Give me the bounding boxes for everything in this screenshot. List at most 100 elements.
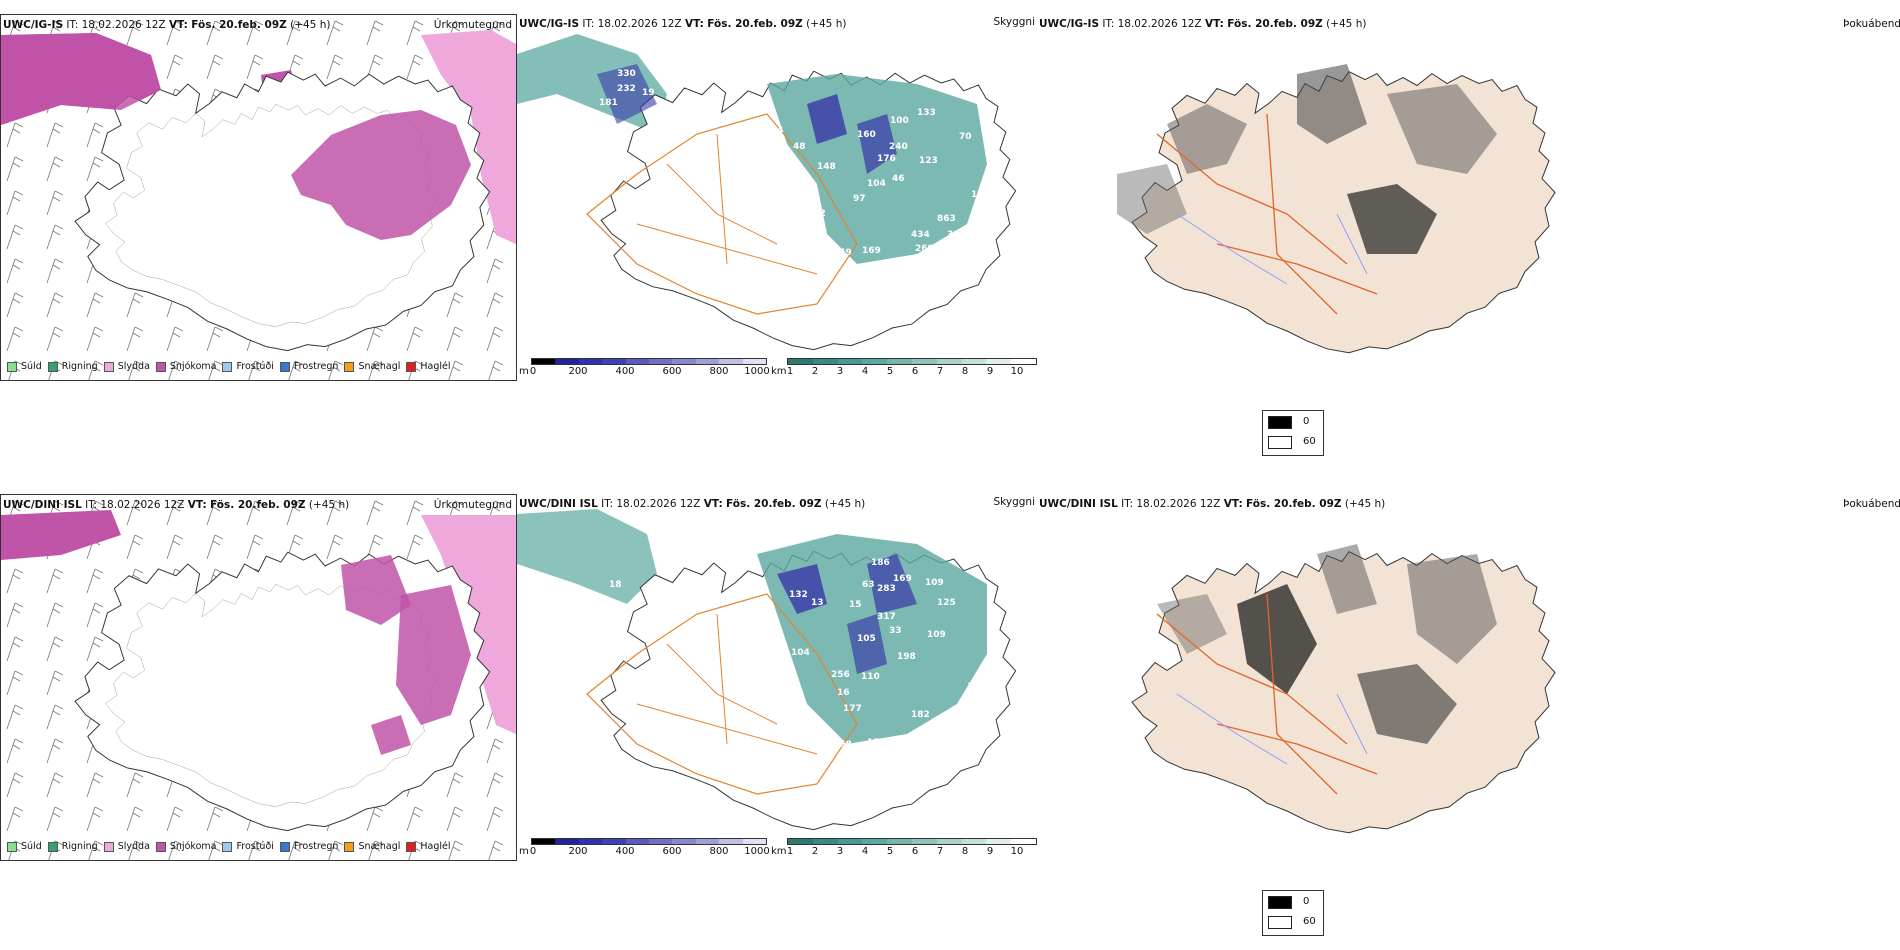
legend-item: Rigning [47,361,98,372]
it-value: 18.02.2026 12Z [597,18,682,30]
it-label: IT: [85,499,98,511]
cloud-base-label: 224 [937,724,956,734]
legend-item: Rigning [47,841,98,852]
visibility-tick: 1 [786,846,794,857]
cloud-base-label: 63 [862,580,875,590]
fog-panel-ig: UWC/IG-IS IT: 18.02.2026 12Z VT: Fös. 20… [1037,14,1900,381]
vt-label: VT: [1204,18,1224,30]
cloud-base-label: 27 [811,728,824,738]
cloud-base-label: 109 [925,578,944,588]
it-label: IT: [1121,498,1134,510]
height-unit: m [519,846,529,857]
cloud-base-label: 100 [890,116,909,126]
cloud-base-label: 20 [967,694,980,704]
cloud-base-label: 134 [780,221,799,231]
visibility-tick: 10 [1010,366,1024,377]
visibility-map-dini [517,509,1017,831]
legend-item: Súld [7,361,42,372]
cloud-base-label: 109 [927,630,946,640]
legend-item: Snæhagl [344,361,400,372]
visibility-tick: 6 [911,366,919,377]
vt-value: Fös. 20.feb. 09Z [1227,18,1323,30]
snow-swatch [155,841,166,852]
cloud-base-label: 863 [937,214,956,224]
panel-title: UWC/IG-IS IT: 18.02.2026 12Z VT: Fös. 20… [519,18,846,30]
cloud-base-label: 168 [833,740,852,750]
drizzle-swatch [7,361,17,372]
visibility-tick: 5 [886,366,894,377]
cloud-base-label: 33 [889,626,902,636]
cloud-base-label: 125 [937,598,956,608]
cloud-base-label: 186 [871,558,890,568]
visibility-colorbar [787,358,1037,365]
vt-value: Fös. 20.feb. 09Z [707,18,803,30]
cloud-base-label: 232 [617,84,636,94]
cloud-base-label: 46 [892,174,905,184]
vt-label: VT: [1223,498,1243,510]
visibility-panel-dini: UWC/DINI ISL IT: 18.02.2026 12Z VT: Fös.… [517,494,1037,861]
lead-time: (+45 h) [806,18,847,30]
it-value: 18.02.2026 12Z [81,19,166,31]
legend-item: Snjókoma [155,841,216,852]
visibility-ticks: 1 2 3 4 5 6 7 8 9 10 [787,846,1037,858]
cloud-base-label: 105 [857,634,876,644]
snow-pellets-swatch [344,841,355,852]
cloud-base-label: 256 [831,670,850,680]
cloud-base-label: 48 [793,142,806,152]
vt-value: Fös. 20.feb. 09Z [210,499,306,511]
precip-type-legend: Súld Rigning Slydda Snjókoma Frostúði Fr… [7,361,451,372]
vt-label: VT: [168,19,188,31]
it-label: IT: [66,19,79,31]
cloud-base-label: 155 [867,738,886,748]
freezing-drizzle-swatch [222,361,233,372]
cloud-base-label: 126 [889,264,908,274]
panel-title: UWC/DINI ISL IT: 18.02.2026 12Z VT: Fös.… [1039,498,1385,510]
visibility-ticks: 1 2 3 4 5 6 7 8 9 10 [787,366,1037,378]
legend-item: Súld [7,841,42,852]
sleet-swatch [103,361,114,372]
parameter-name: Úrkomutegund [433,499,512,511]
model-name: UWC/IG-IS [3,19,64,31]
fog-map-dini [1131,544,1556,834]
it-label: IT: [601,498,614,510]
height-tick: 600 [662,846,682,857]
visibility-tick: 9 [986,846,994,857]
fog-cover-swatch-black [1268,896,1292,909]
visibility-colorbar [787,838,1037,845]
cloud-base-label: 13 [811,598,824,608]
fog-cover-tick: 0 [1303,416,1310,427]
height-tick: 200 [568,846,588,857]
height-colorbar [531,838,767,845]
fog-panel-dini: UWC/DINI ISL IT: 18.02.2026 12Z VT: Fös.… [1037,494,1900,861]
visibility-tick: 8 [961,366,969,377]
cloud-base-label: 128 [971,190,990,200]
visibility-tick: 7 [936,366,944,377]
sleet-swatch [103,841,114,852]
model-name: UWC/DINI ISL [519,498,598,510]
visibility-tick: 2 [811,846,819,857]
visibility-tick: 6 [911,846,919,857]
it-value: 18.02.2026 12Z [1136,498,1221,510]
cloud-base-label: 123 [919,156,938,166]
height-scalebar: m 0 200 400 600 800 1000 [519,838,770,860]
vt-value: Fös. 20.feb. 09Z [726,498,822,510]
legend-item: Haglél [406,841,451,852]
cloud-base-label: 84 [771,126,784,136]
legend-item: Frostregn [279,361,338,372]
height-tick: 800 [709,846,729,857]
fog-map-ig [1117,64,1556,354]
height-ticks: 0 200 400 600 800 1000 [530,366,770,378]
legend-item: Haglél [406,361,451,372]
legend-item: Slydda [103,361,150,372]
lead-time: (+45 h) [1326,18,1367,30]
visibility-tick: 1 [786,366,794,377]
fog-cover-tick: 0 [1303,896,1310,907]
fog-cover-tick: 60 [1303,436,1316,447]
rain-swatch [47,361,58,372]
drizzle-swatch [7,841,17,852]
cloud-base-label: 198 [897,652,916,662]
legend-item: Snjókoma [155,361,216,372]
cloud-base-label: 240 [889,142,908,152]
parameter-name: Þokuábendi [1843,498,1900,510]
visibility-tick: 5 [886,846,894,857]
